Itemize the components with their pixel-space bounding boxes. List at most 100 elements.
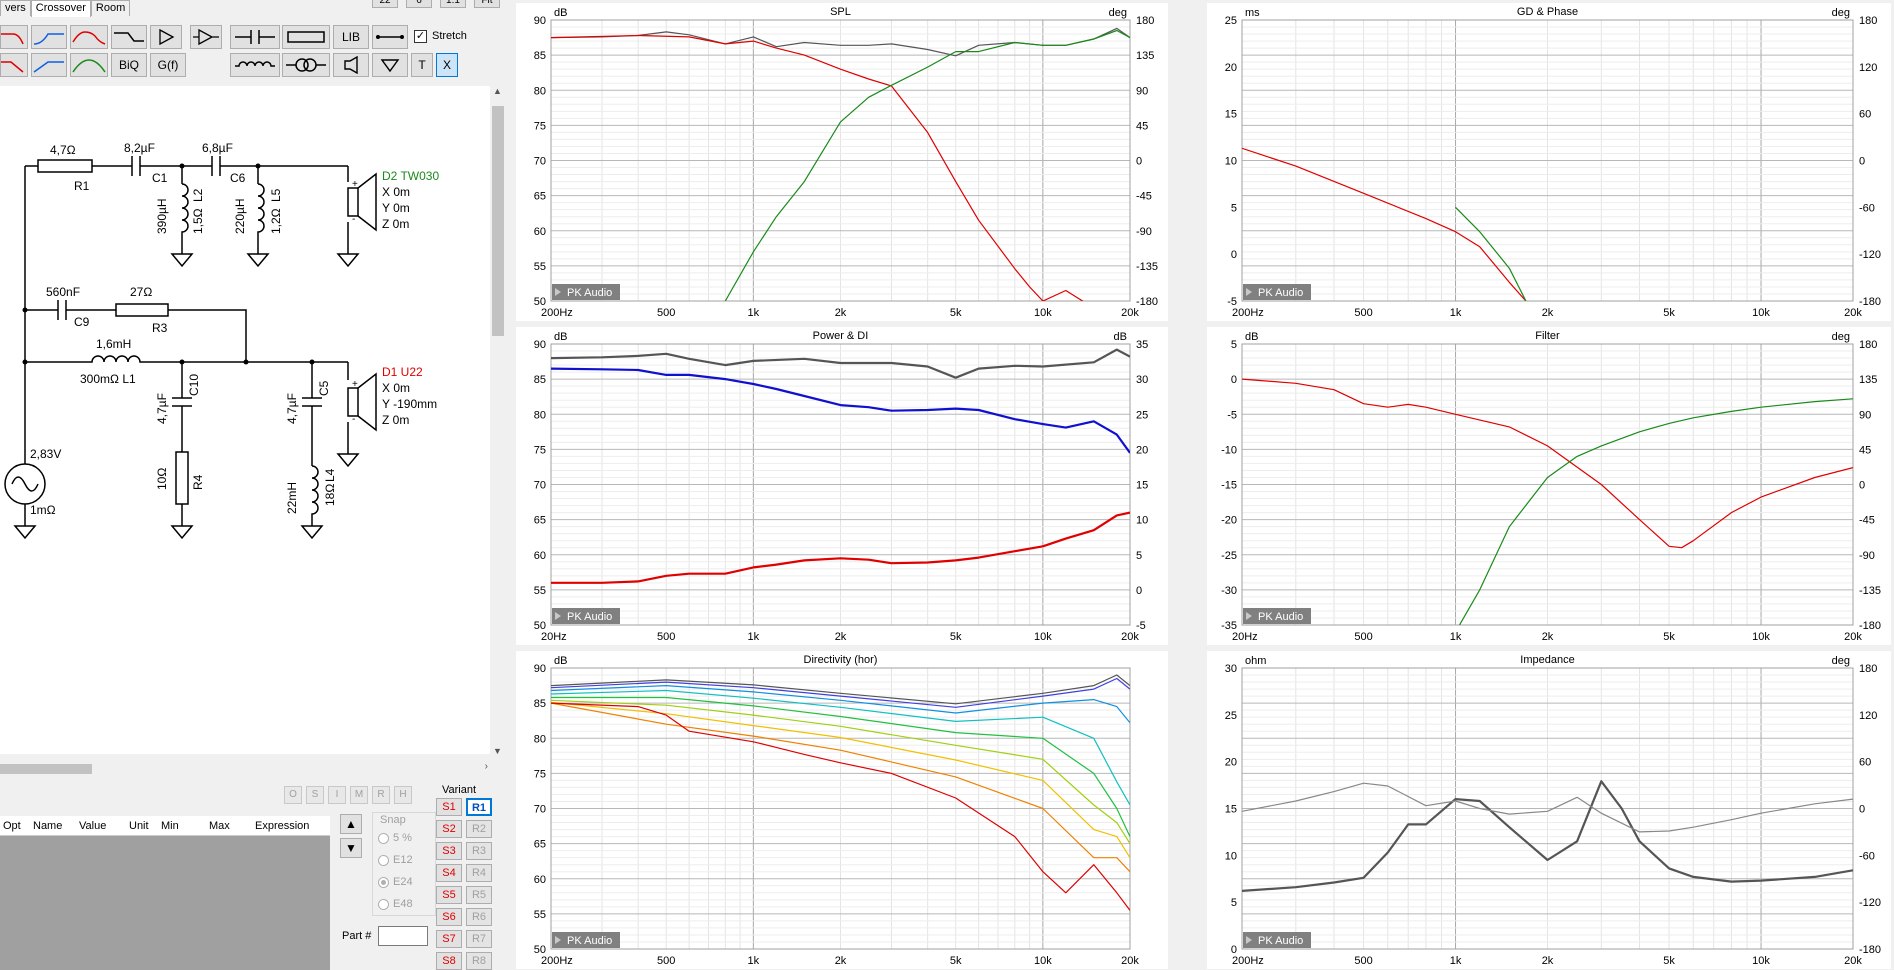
bandpass-red-button[interactable]: [70, 25, 108, 49]
shelf-button[interactable]: [111, 25, 147, 49]
variant-r2-button[interactable]: R2: [466, 820, 492, 838]
variant-r7-button[interactable]: R7: [466, 930, 492, 948]
watermark-text: PK Audio: [1258, 287, 1303, 299]
parameter-table-body[interactable]: [0, 836, 330, 970]
library-button[interactable]: LIB: [333, 25, 369, 49]
variant-s3-button[interactable]: S3: [436, 842, 462, 860]
col-opt[interactable]: Opt: [3, 820, 21, 832]
move-down-button[interactable]: ▼: [340, 838, 362, 858]
chart-spl[interactable]: 90 85 80 75 70 65 60 55 50 180 135 90 45 0 -45 -90 -135 -…: [516, 3, 1168, 321]
y-tick-label: 70: [534, 804, 546, 816]
wire-button[interactable]: [372, 25, 408, 49]
zoom-22-button[interactable]: 22: [372, 0, 398, 8]
zoom-6-button[interactable]: 6: [406, 0, 432, 8]
chart-flt[interactable]: 5 0 -5 -10 -15 -20 -25 -30 -35 180 135 90 45 0 -45 -90 -…: [1207, 327, 1891, 645]
biquad-button[interactable]: BiQ: [111, 53, 147, 77]
gf-button[interactable]: G(f): [150, 53, 186, 77]
i-button[interactable]: I: [328, 786, 346, 804]
scroll-thumb[interactable]: [492, 106, 504, 336]
col-name[interactable]: Name: [33, 820, 63, 832]
left-unit-label: ms: [1245, 7, 1260, 19]
hscroll-thumb[interactable]: [0, 764, 92, 774]
y2-tick-label: 30: [1136, 374, 1148, 386]
col-expression[interactable]: Expression: [255, 820, 310, 832]
schematic-canvas[interactable]: + - + - 4,7Ω R1 8,2µF C1 6,8µF C6 390µH L2…: [0, 86, 490, 754]
part-number-input[interactable]: [378, 926, 428, 946]
lowpass-red-button[interactable]: [0, 25, 28, 49]
text-button[interactable]: T: [411, 53, 433, 77]
move-up-button[interactable]: ▲: [340, 814, 362, 834]
variant-s7-button[interactable]: S7: [436, 930, 462, 948]
lowpass2-red-button[interactable]: [0, 53, 28, 77]
y-tick-label: 55: [534, 909, 546, 921]
svg-text:-: -: [352, 414, 355, 425]
zoom-1-1-button[interactable]: 1:1: [440, 0, 466, 8]
schematic-horizontal-scrollbar[interactable]: ›: [0, 761, 490, 776]
col-unit[interactable]: Unit: [129, 820, 149, 832]
l1-label: 300mΩ L1: [80, 372, 136, 386]
tab-room[interactable]: Room: [90, 0, 131, 16]
right-unit-label: deg: [1832, 7, 1850, 19]
x-tick-label: 500: [1354, 955, 1372, 967]
y2-tick-label: -90: [1859, 550, 1875, 562]
col-min[interactable]: Min: [161, 820, 179, 832]
y2-tick-label: 0: [1859, 804, 1865, 816]
variant-r8-button[interactable]: R8: [466, 952, 492, 970]
buffer-button[interactable]: [150, 25, 182, 49]
series-line-6: [551, 701, 1130, 859]
scroll-up-icon[interactable]: ▲: [493, 86, 502, 96]
amplifier-button[interactable]: [190, 25, 222, 49]
r3-label: R3: [152, 321, 168, 335]
r-button[interactable]: R: [372, 786, 390, 804]
resistor-button[interactable]: [282, 25, 330, 49]
scroll-down-icon[interactable]: ▼: [493, 746, 502, 756]
snap-5-percent[interactable]: 5 %: [378, 832, 412, 844]
stretch-checkbox[interactable]: ✓: [414, 30, 427, 43]
variant-s6-button[interactable]: S6: [436, 908, 462, 926]
y2-tick-label: -60: [1859, 850, 1875, 862]
snap-e48[interactable]: E48: [378, 898, 413, 910]
y2-tick-label: -180: [1859, 296, 1881, 308]
x-tick-label: 200Hz: [1232, 307, 1264, 319]
bandpass-green-button[interactable]: [70, 53, 108, 77]
inductor-button[interactable]: [230, 53, 280, 77]
ground-button[interactable]: [372, 53, 408, 77]
snap-e12[interactable]: E12: [378, 854, 413, 866]
tab-drivers[interactable]: vers: [0, 0, 31, 16]
chart-title: GD & Phase: [1517, 6, 1578, 18]
delete-x-button[interactable]: X: [436, 53, 458, 77]
driver-button[interactable]: [333, 53, 369, 77]
variant-r4-button[interactable]: R4: [466, 864, 492, 882]
highpass2-blue-button[interactable]: [31, 53, 67, 77]
watermark-text: PK Audio: [1258, 935, 1303, 947]
variant-s8-button[interactable]: S8: [436, 952, 462, 970]
m-button[interactable]: M: [350, 786, 368, 804]
h-button[interactable]: H: [394, 786, 412, 804]
variant-s2-button[interactable]: S2: [436, 820, 462, 838]
chart-dir[interactable]: 90 85 80 75 70 65 60 55 50 200Hz 500 1k 2k 5k 10k 20k Di…: [516, 651, 1168, 969]
o-button[interactable]: O: [284, 786, 302, 804]
variant-s5-button[interactable]: S5: [436, 886, 462, 904]
chart-gd[interactable]: 25 20 15 10 5 0 -5 180 120 60 0 -60 -120 -180 200Hz 500…: [1207, 3, 1891, 321]
chart-imp[interactable]: 30 25 20 15 10 5 0 180 120 60 0 -60 -120 -180 200Hz 500…: [1207, 651, 1891, 969]
snap-e24[interactable]: E24: [378, 876, 413, 888]
variant-r1-button[interactable]: R1: [466, 798, 492, 816]
highpass-blue-button[interactable]: [31, 25, 67, 49]
s-button[interactable]: S: [306, 786, 324, 804]
scroll-right-icon[interactable]: ›: [484, 761, 488, 772]
transformer-button[interactable]: [282, 53, 330, 77]
col-max[interactable]: Max: [209, 820, 230, 832]
zoom-fit-button[interactable]: Fit: [474, 0, 500, 8]
capacitor-button[interactable]: [230, 25, 280, 49]
variant-s4-button[interactable]: S4: [436, 864, 462, 882]
variant-s1-button[interactable]: S1: [436, 798, 462, 816]
chart-pdi[interactable]: 90 85 80 75 70 65 60 55 50 35 30 25 20 15 10 5 0 -5 20Hz 50…: [516, 327, 1168, 645]
tab-crossover[interactable]: Crossover: [30, 0, 91, 17]
variant-r3-button[interactable]: R3: [466, 842, 492, 860]
y2-tick-label: 5: [1136, 550, 1142, 562]
variant-r6-button[interactable]: R6: [466, 908, 492, 926]
schematic-vertical-scrollbar[interactable]: ▲ ▼: [490, 86, 506, 756]
variant-r5-button[interactable]: R5: [466, 886, 492, 904]
col-value[interactable]: Value: [79, 820, 107, 832]
